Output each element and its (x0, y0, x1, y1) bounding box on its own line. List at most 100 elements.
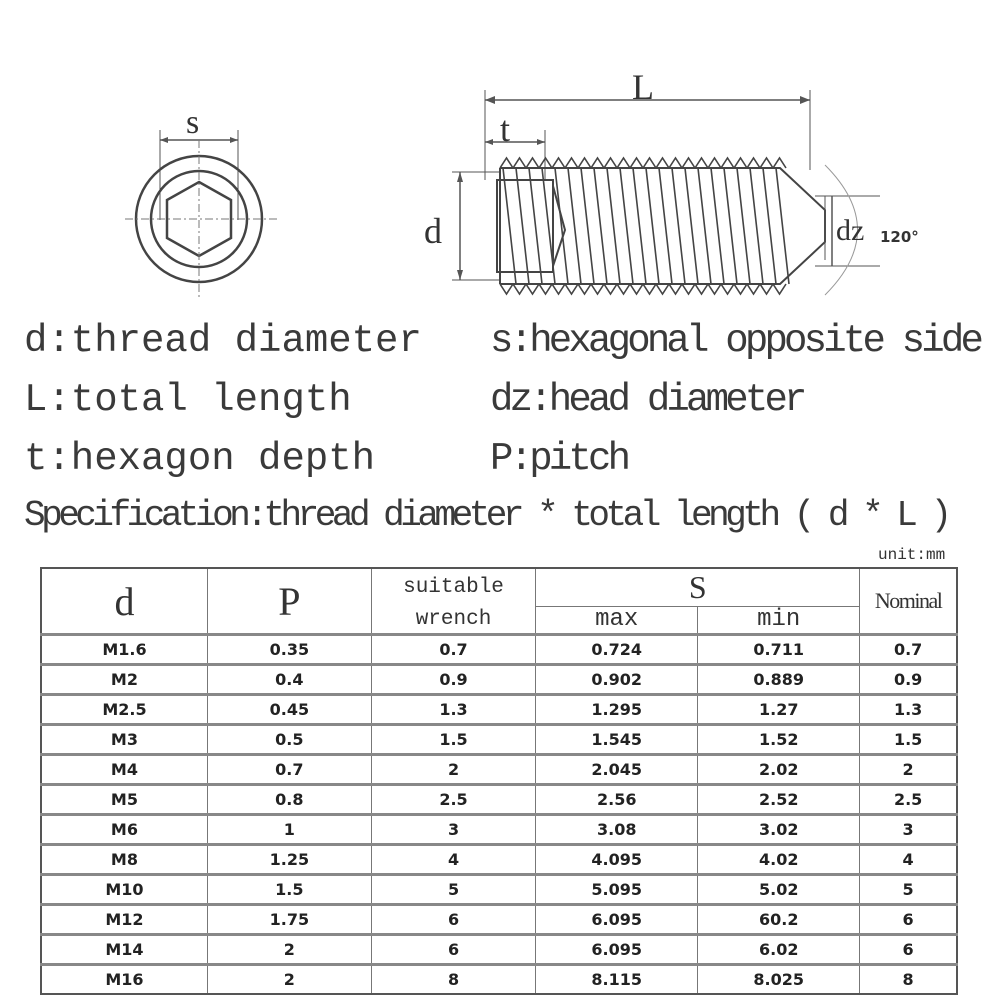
cell-nominal: 8 (859, 963, 958, 995)
thread-teeth (499, 156, 790, 296)
cell-s-max: 2.56 (535, 783, 699, 815)
cell-s-max: 3.08 (535, 813, 699, 845)
cell-wrench: 2.5 (370, 783, 537, 815)
cell-p: 1.75 (206, 903, 372, 935)
label-s: s (186, 104, 200, 141)
cell-s-min: 2.02 (697, 753, 861, 785)
label-angle: 120° (880, 228, 919, 246)
header-d: d (40, 567, 208, 635)
cell-d: M3 (40, 723, 208, 755)
cell-s-max: 6.095 (535, 903, 699, 935)
cell-nominal: 0.9 (859, 663, 958, 695)
cell-p: 1.25 (206, 843, 372, 875)
cell-d: M1.6 (40, 633, 208, 665)
cell-p: 0.35 (206, 633, 372, 665)
cell-wrench: 8 (370, 963, 537, 995)
cell-s-max: 0.902 (535, 663, 699, 695)
cell-p: 0.45 (206, 693, 372, 725)
cell-nominal: 1.3 (859, 693, 958, 725)
cell-nominal: 2.5 (859, 783, 958, 815)
cell-wrench: 0.9 (370, 663, 537, 695)
cell-s-max: 0.724 (535, 633, 699, 665)
cell-wrench: 5 (370, 873, 537, 905)
header-max: max (535, 606, 699, 635)
cell-d: M5 (40, 783, 208, 815)
table-row: M8 1.25 4 4.095 4.02 4 (40, 843, 958, 875)
cell-wrench: 6 (370, 933, 537, 965)
label-L: L (632, 67, 654, 107)
cell-s-max: 2.045 (535, 753, 699, 785)
table-row: M4 0.7 2 2.045 2.02 2 (40, 753, 958, 785)
legend-s: s:hexagonal opposite side (490, 319, 984, 363)
table-row: M5 0.8 2.5 2.56 2.52 2.5 (40, 783, 958, 815)
cell-d: M14 (40, 933, 208, 965)
legend-L: L:total length (24, 378, 352, 422)
cell-s-max: 6.095 (535, 933, 699, 965)
cell-s-min: 5.02 (697, 873, 861, 905)
cell-d: M4 (40, 753, 208, 785)
header-wrench-2: wrench (370, 606, 537, 635)
cell-wrench: 1.5 (370, 723, 537, 755)
legend-P: P:pitch (490, 437, 631, 481)
cell-wrench: 0.7 (370, 633, 537, 665)
legend-d: d:thread diameter (24, 319, 422, 363)
cell-d: M12 (40, 903, 208, 935)
cell-s-min: 0.889 (697, 663, 861, 695)
cell-s-min: 0.711 (697, 633, 861, 665)
cell-d: M10 (40, 873, 208, 905)
cell-s-max: 1.295 (535, 693, 699, 725)
spec-table: d P suitable S Nominal wrench max min M1… (40, 567, 958, 995)
cell-s-max: 4.095 (535, 843, 699, 875)
header-P: P (206, 567, 372, 635)
cell-d: M6 (40, 813, 208, 845)
cell-p: 1 (206, 813, 372, 845)
cell-s-min: 6.02 (697, 933, 861, 965)
screw-side-view (452, 90, 880, 296)
cell-d: M16 (40, 963, 208, 995)
table-row: M1.6 0.35 0.7 0.724 0.711 0.7 (40, 633, 958, 665)
cell-d: M2 (40, 663, 208, 695)
cell-s-max: 1.545 (535, 723, 699, 755)
label-t: t (500, 109, 511, 149)
cell-p: 0.8 (206, 783, 372, 815)
cell-p: 0.7 (206, 753, 372, 785)
table-row: M2.5 0.45 1.3 1.295 1.27 1.3 (40, 693, 958, 725)
cell-p: 0.4 (206, 663, 372, 695)
label-d: d (424, 211, 442, 251)
header-nominal-label: Nominal (874, 588, 943, 613)
header-s: S (535, 567, 861, 607)
cell-nominal: 0.7 (859, 633, 958, 665)
cell-d: M2.5 (40, 693, 208, 725)
legend-dz: dz:head diameter (490, 378, 807, 422)
cell-nominal: 6 (859, 903, 958, 935)
table-row: M6 1 3 3.08 3.02 3 (40, 813, 958, 845)
cell-p: 2 (206, 963, 372, 995)
cell-s-min: 3.02 (697, 813, 861, 845)
cell-s-min: 1.52 (697, 723, 861, 755)
cell-wrench: 2 (370, 753, 537, 785)
specification-line: Specification:thread diameter * total le… (24, 495, 952, 536)
cell-p: 2 (206, 933, 372, 965)
cell-s-min: 60.2 (697, 903, 861, 935)
cell-wrench: 1.3 (370, 693, 537, 725)
table-row: M3 0.5 1.5 1.545 1.52 1.5 (40, 723, 958, 755)
unit-label: unit:mm (878, 546, 946, 564)
table-row: M14 2 6 6.095 6.02 6 (40, 933, 958, 965)
table-row: M10 1.5 5 5.095 5.02 5 (40, 873, 958, 905)
cell-nominal: 5 (859, 873, 958, 905)
legend-t: t:hexagon depth (24, 437, 376, 481)
cell-d: M8 (40, 843, 208, 875)
cell-p: 0.5 (206, 723, 372, 755)
cell-s-min: 2.52 (697, 783, 861, 815)
header-wrench-1: suitable (370, 567, 537, 607)
cell-nominal: 1.5 (859, 723, 958, 755)
table-row: M12 1.75 6 6.095 60.2 6 (40, 903, 958, 935)
cell-wrench: 4 (370, 843, 537, 875)
cell-nominal: 2 (859, 753, 958, 785)
cell-p: 1.5 (206, 873, 372, 905)
cell-s-min: 4.02 (697, 843, 861, 875)
header-min: min (697, 606, 861, 635)
table-row: M16 2 8 8.115 8.025 8 (40, 963, 958, 995)
label-dz: dz (836, 214, 865, 247)
cell-wrench: 6 (370, 903, 537, 935)
